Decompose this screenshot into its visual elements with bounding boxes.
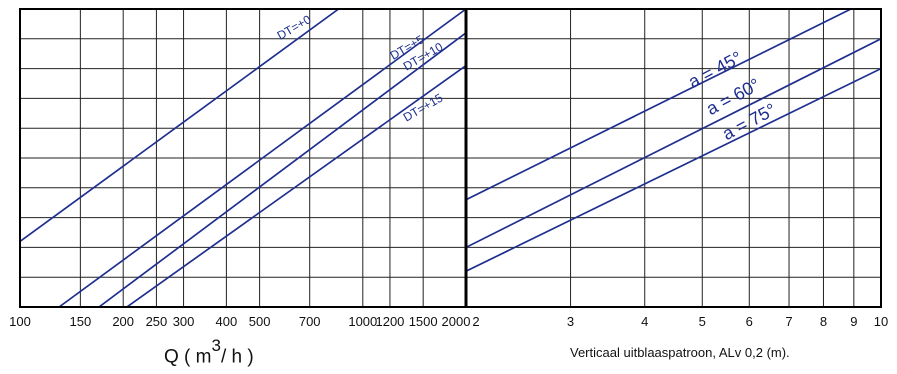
left-x-axis-label-exponent: 3	[211, 336, 221, 355]
right-x-tick-label: 5	[699, 314, 706, 329]
left-x-axis-label: Q ( m3/ h )	[164, 336, 254, 368]
left-x-tick-label: 1000	[348, 314, 377, 329]
left-x-tick-label: 400	[216, 314, 238, 329]
right-plot-series	[466, 9, 881, 273]
right-x-tick-label: 4	[641, 314, 648, 329]
left-plot-series	[20, 9, 466, 307]
left-x-tick-label: 100	[9, 314, 31, 329]
right-x-tick-label: 9	[850, 314, 857, 329]
left-x-axis-label-suffix: / h )	[220, 346, 254, 368]
right-series-line	[466, 38, 881, 249]
right-x-tick-labels: 2 3 4 5 6 7 8 9 10	[472, 314, 888, 329]
right-x-tick-label: 3	[567, 314, 574, 329]
left-series-line	[20, 9, 340, 243]
right-x-tick-label: 7	[785, 314, 792, 329]
right-x-tick-label: 10	[874, 314, 888, 329]
left-series-line	[58, 9, 466, 307]
right-series-line	[466, 9, 853, 201]
right-series-line	[466, 67, 881, 273]
left-x-tick-label: 250	[146, 314, 168, 329]
left-x-tick-label: 2000	[442, 314, 471, 329]
left-x-tick-label: 150	[70, 314, 92, 329]
right-plot-grid	[465, 9, 882, 307]
right-x-tick-label: 2	[472, 314, 479, 329]
left-x-tick-label: 1200	[375, 314, 404, 329]
left-x-tick-label: 1500	[409, 314, 438, 329]
left-x-axis-label-prefix: Q ( m	[164, 346, 212, 368]
plot-frames	[19, 8, 882, 308]
right-x-tick-label: 8	[820, 314, 827, 329]
left-series-line	[98, 32, 466, 307]
left-x-tick-label: 700	[299, 314, 321, 329]
right-x-axis-label: Verticaal uitblaaspatroon, ALv 0,2 (m).	[570, 345, 790, 360]
left-x-tick-label: 500	[249, 314, 271, 329]
left-x-tick-label: 200	[112, 314, 134, 329]
series-label: DT=+0	[275, 12, 314, 43]
right-x-tick-label: 6	[746, 314, 753, 329]
left-x-tick-label: 300	[173, 314, 195, 329]
left-series-line	[126, 64, 466, 307]
